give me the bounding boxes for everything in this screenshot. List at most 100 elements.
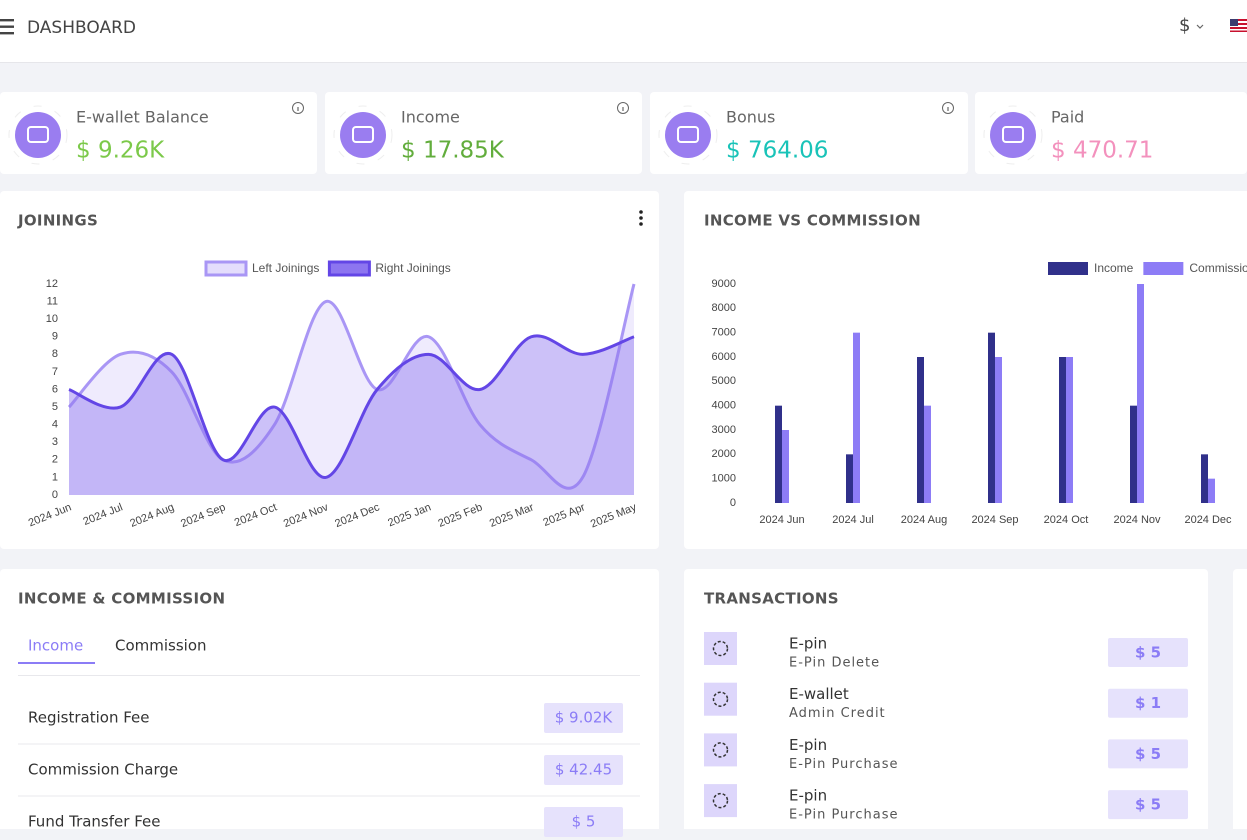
- bar: [917, 357, 924, 503]
- y-tick-label: 8: [52, 348, 58, 360]
- row-amount: $ 9.02K: [555, 709, 614, 727]
- transaction-icon-glyph: [712, 640, 729, 657]
- stat-card: [975, 92, 1247, 174]
- card-icon: [340, 112, 386, 158]
- card-icon: [990, 112, 1036, 158]
- tab-income[interactable]: Income: [28, 637, 83, 655]
- card-title: INCOME & COMMISSION: [18, 590, 225, 608]
- language-flag[interactable]: [1230, 19, 1247, 32]
- card-title: TRANSACTIONS: [704, 590, 839, 608]
- y-tick-label: 11: [47, 295, 58, 307]
- transaction-icon-glyph: [712, 691, 729, 707]
- transaction-title: E-pin: [789, 736, 827, 754]
- transaction-icon-glyph: [712, 792, 729, 809]
- bar: [924, 405, 931, 503]
- bar: [1066, 357, 1073, 503]
- x-tick-label: 2024 Jun: [759, 514, 804, 526]
- y-tick-label: 5000: [712, 375, 736, 387]
- card-value: $ 764.06: [726, 138, 828, 164]
- card-icon-ring: [8, 105, 68, 165]
- info-icon: [292, 102, 304, 114]
- y-tick-label: 3000: [712, 424, 736, 436]
- transactions-card: [684, 569, 1208, 840]
- y-tick-label: 8000: [712, 302, 736, 314]
- amount-pill: [1108, 688, 1188, 718]
- transaction-subtitle: E-Pin Delete: [789, 656, 880, 671]
- transaction-subtitle: E-Pin Purchase: [789, 808, 898, 823]
- card-icon-glyph: [1002, 126, 1024, 143]
- bar: [782, 430, 789, 503]
- line: [67, 283, 636, 490]
- bar: [1201, 454, 1208, 503]
- y-tick-label: 1: [52, 471, 58, 483]
- legend-label: Commission: [1189, 261, 1247, 275]
- menu-icon[interactable]: [0, 19, 14, 35]
- x-tick-label: 2024 Oct: [1044, 514, 1089, 526]
- x-tick-label: 2024 Jul: [832, 514, 874, 526]
- dropdown-caret: [1196, 24, 1204, 29]
- page-title: DASHBOARD: [27, 18, 136, 38]
- y-tick-label: 7000: [712, 327, 736, 339]
- x-tick-label: 2024 Aug: [901, 514, 948, 526]
- transaction-amount: $ 5: [1135, 745, 1161, 763]
- transaction-title: E-pin: [789, 787, 827, 805]
- legend-swatch: [1143, 262, 1184, 275]
- transaction-subtitle: Admin Credit: [789, 706, 886, 721]
- transaction-icon: [704, 632, 737, 665]
- stat-card: [0, 92, 317, 174]
- info-icon: [942, 102, 954, 114]
- legend-swatch: [327, 260, 371, 277]
- x-tick-label: 2024 Nov: [1113, 514, 1161, 526]
- bar: [1137, 284, 1144, 503]
- area: [69, 335, 634, 495]
- tab-commission[interactable]: Commission: [115, 637, 207, 655]
- card-icon-glyph: [27, 126, 49, 143]
- row-label: Registration Fee: [28, 709, 150, 727]
- y-tick-label: 9: [52, 331, 58, 343]
- next-card: [1233, 569, 1247, 840]
- y-tick-label: 0: [730, 497, 736, 509]
- card-label: E-wallet Balance: [76, 108, 209, 127]
- bar: [988, 332, 995, 503]
- transaction-title: E-wallet: [789, 685, 849, 703]
- transaction-amount: $ 5: [1135, 796, 1161, 814]
- transaction-amount: $ 5: [1135, 644, 1161, 662]
- card-icon-ring: [333, 105, 393, 165]
- bar: [1059, 357, 1066, 503]
- y-tick-label: 1000: [712, 473, 736, 485]
- card-icon-glyph: [352, 126, 374, 143]
- row-label: Commission Charge: [28, 761, 178, 779]
- y-tick-label: 4000: [712, 400, 736, 412]
- bar: [995, 357, 1002, 503]
- card-icon: [665, 112, 711, 158]
- transaction-icon: [704, 733, 737, 767]
- area: [69, 284, 634, 495]
- card-icon-glyph: [677, 126, 699, 143]
- row-amount: $ 42.45: [555, 761, 612, 779]
- card-icon-ring: [983, 105, 1043, 165]
- card-icon: [15, 112, 61, 158]
- y-tick-label: 10: [46, 313, 58, 325]
- kebab-menu[interactable]: [639, 210, 643, 226]
- currency-selector[interactable]: $: [1179, 15, 1190, 36]
- bar: [1130, 405, 1137, 503]
- bar: [853, 332, 860, 503]
- legend-swatch: [1048, 262, 1088, 275]
- transaction-icon: [704, 784, 737, 818]
- y-tick-label: 3: [52, 436, 58, 448]
- income-commission-chart-card: [684, 191, 1247, 549]
- y-tick-label: 2000: [712, 448, 736, 460]
- amount-pill: [1108, 638, 1188, 667]
- row-label: Fund Transfer Fee: [28, 813, 160, 831]
- bar: [1208, 478, 1215, 503]
- legend-label: Income: [1094, 261, 1134, 275]
- row-amount: $ 5: [572, 813, 596, 831]
- stat-card: [650, 92, 968, 174]
- amount-pill: [1108, 739, 1188, 769]
- legend-label: Left Joinings: [252, 261, 319, 275]
- y-tick-label: 0: [52, 489, 58, 501]
- card-value: $ 470.71: [1051, 138, 1153, 164]
- card-value: $ 9.26K: [76, 138, 165, 164]
- transaction-subtitle: E-Pin Purchase: [789, 757, 898, 772]
